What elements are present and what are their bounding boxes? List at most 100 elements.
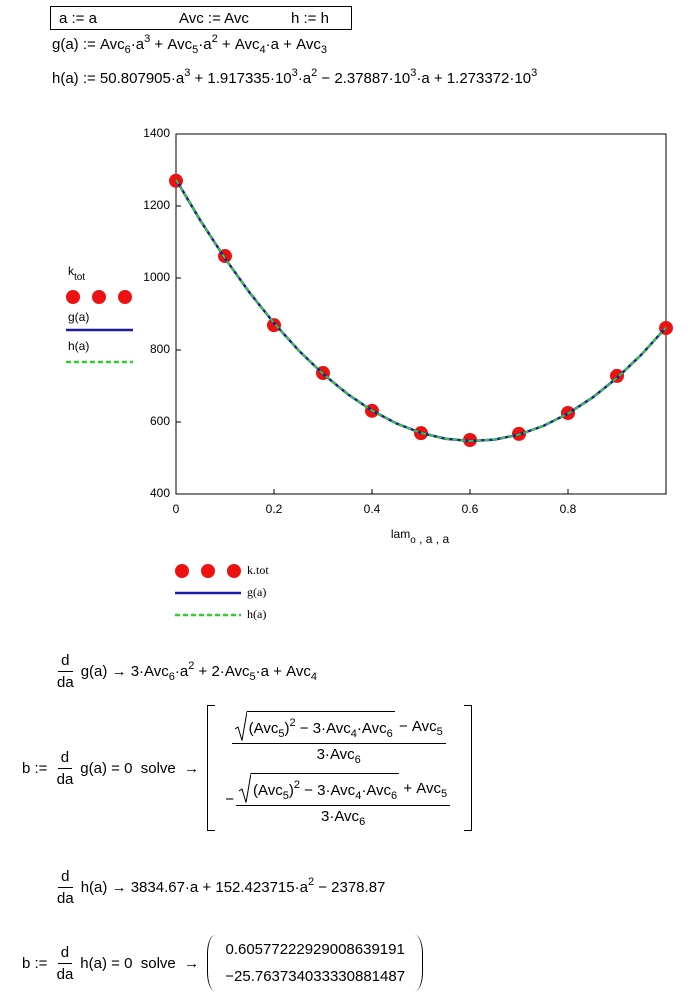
subscript: 6 xyxy=(359,816,366,828)
math-text: · xyxy=(297,70,303,87)
math-base: 10 xyxy=(274,70,292,87)
denominator: da xyxy=(54,888,77,907)
math-text: d xyxy=(61,652,70,669)
math-base: Avc xyxy=(99,36,125,53)
denominator: 3· Avc6 xyxy=(318,806,368,828)
math-term: Avc3 xyxy=(296,36,327,56)
fraction: d da xyxy=(54,749,77,788)
math-text: + 2· xyxy=(194,663,225,680)
definition: a := a xyxy=(59,10,97,27)
math-text: da xyxy=(56,770,74,788)
math-line: h(a) := 50.807905· a3 + 1.917335· 103 · a2 −… xyxy=(52,67,538,87)
math-text: + 1.917335· xyxy=(190,70,275,87)
superscript: 2 xyxy=(293,779,301,791)
math-term: )2 xyxy=(285,717,296,737)
legend-label: g(a) xyxy=(247,585,266,599)
legend-swatch xyxy=(92,290,106,304)
math-text: · xyxy=(361,782,367,799)
subscript: 5 xyxy=(436,725,443,738)
matrix-row: − (Avc5)2 − 3· Avc4 · Avc6 + Avc5 3· Avc6 xyxy=(225,773,454,828)
data-line xyxy=(175,179,667,442)
math-text: da xyxy=(56,965,74,983)
radicand: (Avc5)2 − 3· Avc4 · Avc6 xyxy=(251,773,400,803)
math-base: a xyxy=(302,70,312,87)
math-line: b := d da h(a) = 0 solve → 0.6057722292900… xyxy=(22,935,424,991)
math-base: 10 xyxy=(393,70,411,87)
denominator: da xyxy=(54,964,77,983)
legend-swatch xyxy=(227,564,241,578)
superscript: 2 xyxy=(211,33,218,45)
label-text: g(a) xyxy=(68,310,89,324)
superscript: 3 xyxy=(144,33,151,45)
superscript: 2 xyxy=(311,67,318,79)
math-term: (Avc5 xyxy=(248,720,285,740)
x-tick-label: 0.4 xyxy=(364,502,381,516)
numerator: (Avc5)2 − 3· Avc4 · Avc6 + Avc5 xyxy=(236,773,451,806)
math-base: (Avc xyxy=(253,782,283,799)
matrix: 0.60577222929008639191 −25.76373403333088… xyxy=(207,935,424,991)
denominator: da xyxy=(54,672,77,691)
radical: (Avc5)2 − 3· Avc4 · Avc6 xyxy=(239,773,400,803)
math-line: d da h(a) → 3834.67·a + 152.423715· a2 − 23… xyxy=(52,868,385,907)
math-base: Avc xyxy=(296,36,321,53)
definition: Avc := Avc xyxy=(179,10,249,27)
math-text: · xyxy=(174,663,180,680)
subscript: 4 xyxy=(355,790,362,802)
math-line: d da g(a) → 3· Avc6 · a2 + 2· Avc5 ·a + Avc4 xyxy=(52,652,317,691)
subscript: 6 xyxy=(386,728,393,740)
bracket-right xyxy=(415,935,424,991)
label-base: lam xyxy=(391,527,410,541)
legend-label: k.tot xyxy=(247,563,269,577)
math-base: Avc xyxy=(326,720,351,737)
math-text: ·a + 1.273372· xyxy=(416,70,515,87)
math-text: − xyxy=(394,717,412,735)
legend-swatch xyxy=(118,290,132,304)
fraction: (Avc5)2 − 3· Avc4 · Avc6 + Avc5 3· Avc6 xyxy=(236,773,451,828)
math-term: a2 xyxy=(203,33,218,53)
math-base: a xyxy=(179,663,189,680)
math-base: Avc xyxy=(167,36,193,53)
math-text: ·a + xyxy=(265,36,297,53)
math-term: Avc6 xyxy=(144,663,175,683)
math-text: − 3· xyxy=(300,782,331,799)
label: lamo , a , a xyxy=(391,527,450,546)
math-term: 103 xyxy=(393,67,417,87)
math-term: )2 xyxy=(289,779,301,799)
numerator: d xyxy=(58,652,73,672)
math-term: a2 xyxy=(300,876,314,896)
bracket-left xyxy=(207,705,216,831)
math-base: Avc xyxy=(411,717,437,735)
math-base: Avc xyxy=(286,663,311,680)
math-term: Avc4 xyxy=(326,720,357,740)
radical-sign xyxy=(239,773,251,803)
label-base: k xyxy=(68,264,75,278)
math-term: (Avc5 xyxy=(253,782,289,802)
superscript: 3 xyxy=(531,67,538,79)
numerator: (Avc5)2 − 3· Avc4 · Avc6 − Avc5 xyxy=(231,711,446,744)
y-tick-label: 400 xyxy=(150,486,170,500)
math-term: Avc4 xyxy=(235,36,266,56)
subscript: 5 xyxy=(249,671,256,683)
math-text: 3· xyxy=(316,746,330,763)
numerator: d xyxy=(58,868,73,888)
superscript: 3 xyxy=(291,67,298,79)
y-tick-label: 1200 xyxy=(143,198,170,212)
math-base: Avc xyxy=(224,663,250,680)
denominator: 3· Avc6 xyxy=(314,744,364,766)
math-term: Avc5 xyxy=(224,663,256,683)
subscript: 6 xyxy=(124,44,131,56)
math-term: a2 xyxy=(179,660,195,680)
math-base: (Avc xyxy=(248,720,279,737)
superscript: 2 xyxy=(188,660,195,672)
math-text: − 2378.87 xyxy=(314,879,386,896)
math-text: − xyxy=(225,790,235,808)
label-text: , a , a xyxy=(416,532,450,546)
subscript: 5 xyxy=(282,790,289,802)
subscript: 6 xyxy=(168,671,175,683)
x-tick-label: 0.6 xyxy=(462,502,479,516)
label: h(a) xyxy=(68,339,89,353)
math-text: d xyxy=(60,748,70,766)
math-term: Avc6 xyxy=(366,782,397,802)
label-subscript: tot xyxy=(74,272,85,283)
